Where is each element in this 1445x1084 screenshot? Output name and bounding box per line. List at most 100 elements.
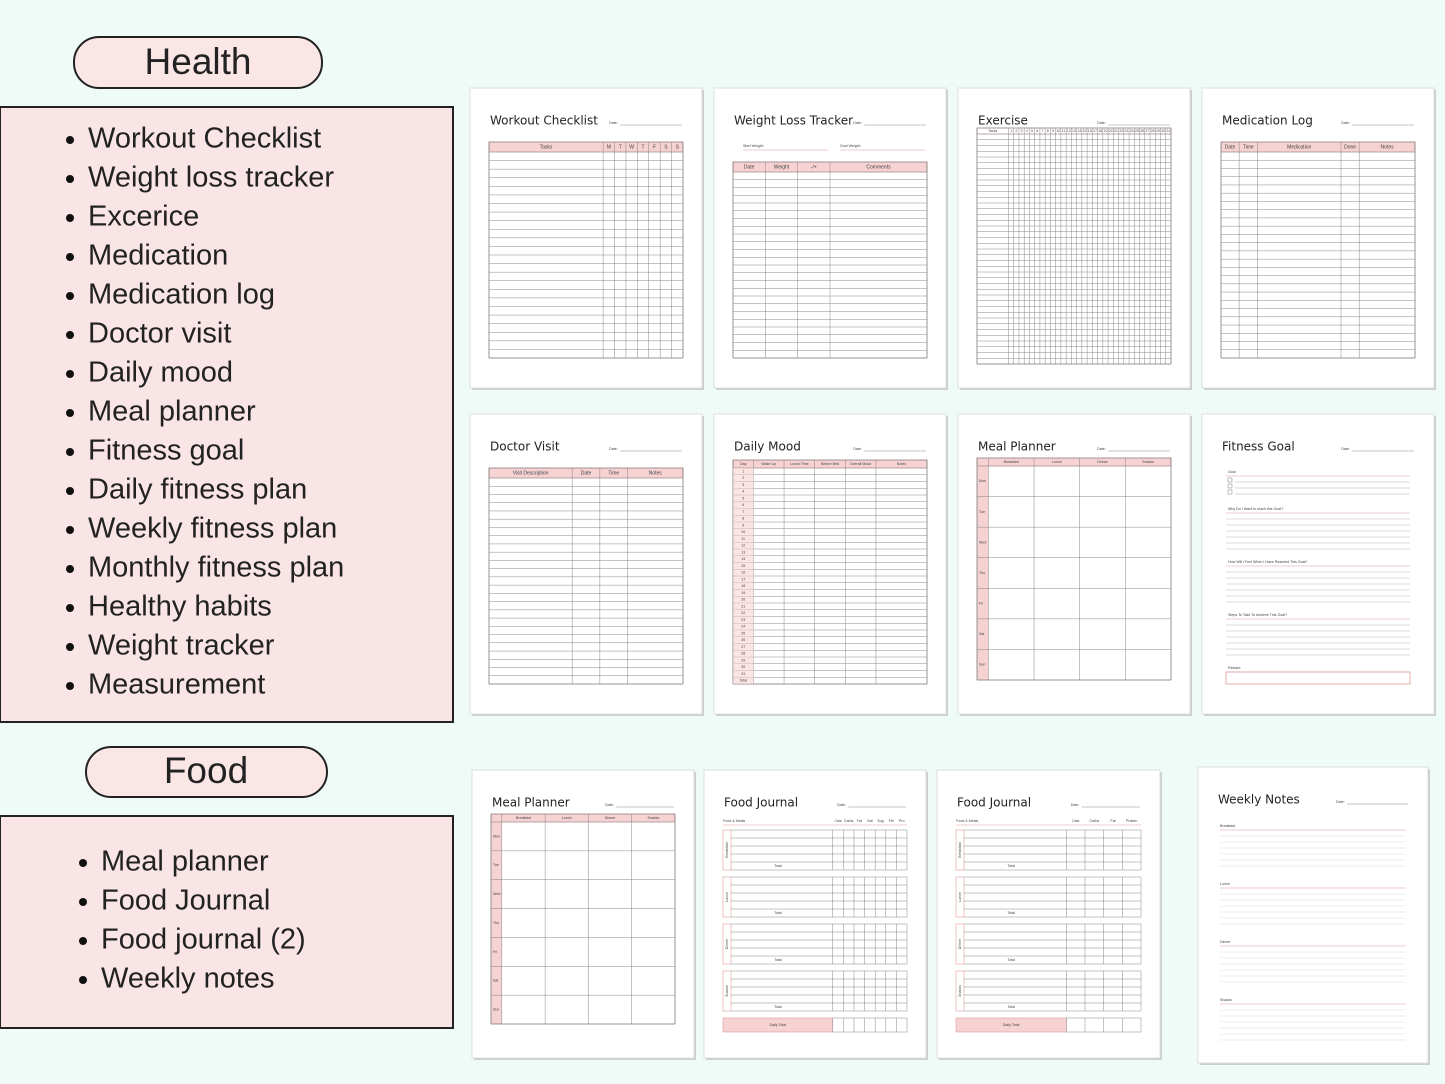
page bbox=[936, 769, 1161, 1059]
label: Dinner bbox=[1220, 940, 1231, 944]
label: Dinner bbox=[1097, 460, 1108, 464]
bullet bbox=[66, 448, 74, 456]
label: Date: bbox=[605, 803, 614, 807]
label: 7 bbox=[1042, 129, 1044, 133]
label: 13 bbox=[741, 550, 745, 554]
label: 30 bbox=[1161, 129, 1165, 133]
label: Pro bbox=[899, 819, 905, 823]
table-frame bbox=[488, 467, 684, 685]
label: 11 bbox=[741, 537, 745, 541]
label: Wed bbox=[979, 540, 986, 544]
label: Date: bbox=[1341, 447, 1350, 451]
label: Mon bbox=[493, 834, 500, 838]
label: Mon bbox=[979, 479, 986, 483]
label: Carbs bbox=[1090, 819, 1100, 823]
list-item: Doctor visit bbox=[88, 318, 231, 350]
label: 21 bbox=[1114, 129, 1118, 133]
meal-tab bbox=[955, 970, 965, 1012]
label: Lunch bbox=[1052, 460, 1062, 464]
label: Lunch Time bbox=[790, 462, 809, 466]
label: Date bbox=[744, 164, 755, 170]
label: Fat bbox=[857, 819, 862, 823]
list-item: Food Journal bbox=[101, 885, 270, 917]
list-item: Monthly fitness plan bbox=[88, 552, 344, 584]
label: 26 bbox=[1140, 129, 1144, 133]
label: Breakfast bbox=[958, 842, 962, 857]
label: Thu bbox=[979, 571, 985, 575]
list-item: Food journal (2) bbox=[101, 924, 306, 956]
label: 31 bbox=[1166, 129, 1170, 133]
label: 2 bbox=[742, 476, 744, 480]
label: 17 bbox=[1093, 129, 1097, 133]
label: 6 bbox=[742, 503, 744, 507]
label: Date bbox=[1225, 144, 1236, 150]
label: 16 bbox=[1088, 129, 1092, 133]
label: Day bbox=[740, 462, 747, 466]
list-item: Measurement bbox=[88, 669, 265, 701]
label: Breakfast bbox=[1004, 460, 1019, 464]
label: 31 bbox=[741, 672, 745, 676]
label: 27 bbox=[1145, 129, 1149, 133]
list-item: Daily fitness plan bbox=[88, 474, 307, 506]
label: M bbox=[607, 144, 611, 150]
list-item: Weight tracker bbox=[88, 630, 275, 662]
label: 30 bbox=[741, 665, 745, 669]
label: Fat bbox=[1110, 819, 1115, 823]
label: Food Journal bbox=[957, 796, 1031, 810]
label: 13 bbox=[1072, 129, 1076, 133]
label: 28 bbox=[1151, 129, 1155, 133]
list-item: Weight loss tracker bbox=[88, 162, 334, 194]
label: Fri bbox=[979, 602, 983, 606]
label: Sug bbox=[877, 819, 883, 823]
label: 25 bbox=[741, 631, 745, 635]
label: Reward bbox=[1228, 666, 1240, 670]
label: 1 bbox=[1010, 129, 1012, 133]
label: Sun bbox=[493, 1008, 499, 1012]
table-frame bbox=[488, 141, 684, 359]
label: Done bbox=[1344, 144, 1356, 150]
label: 1 bbox=[742, 469, 744, 473]
total-cells bbox=[832, 1017, 908, 1033]
bullet bbox=[66, 526, 74, 534]
label: 8 bbox=[1047, 129, 1049, 133]
label: Date: bbox=[1341, 121, 1350, 125]
label: Sat bbox=[979, 632, 984, 636]
bullet bbox=[79, 898, 87, 906]
label: Workout Checklist bbox=[490, 114, 598, 128]
label: 4 bbox=[742, 490, 744, 494]
label: Visit Description bbox=[513, 470, 549, 476]
checkbox bbox=[1227, 477, 1233, 483]
label: Notes bbox=[649, 470, 663, 476]
label: 12 bbox=[741, 544, 745, 548]
list-item: Workout Checklist bbox=[88, 123, 321, 155]
label: -/+ bbox=[811, 164, 817, 170]
label: Date bbox=[581, 470, 592, 476]
food-box bbox=[0, 815, 454, 1029]
label: 18 bbox=[1098, 129, 1102, 133]
label: S bbox=[676, 144, 680, 150]
label: Steps To Take To Achieve This Goal? bbox=[1228, 613, 1287, 617]
label: Thu bbox=[493, 921, 499, 925]
label: 23 bbox=[741, 618, 745, 622]
table-frame bbox=[976, 457, 1172, 681]
label: Time bbox=[608, 470, 619, 476]
list-item: Weekly fitness plan bbox=[88, 513, 337, 545]
bullet bbox=[66, 175, 74, 183]
label: Breakfast bbox=[725, 842, 729, 857]
label: Tue bbox=[493, 863, 499, 867]
label: Before Bed bbox=[821, 462, 839, 466]
label: Breakfast bbox=[516, 816, 531, 820]
label: W bbox=[629, 144, 634, 150]
list-item: Meal planner bbox=[88, 396, 256, 428]
label: 25 bbox=[1135, 129, 1139, 133]
label: S bbox=[664, 144, 668, 150]
food-pill bbox=[85, 746, 328, 798]
label: Total bbox=[774, 1005, 782, 1009]
bullet bbox=[66, 565, 74, 573]
label: Date: bbox=[609, 121, 618, 125]
label: Date: bbox=[1071, 803, 1080, 807]
label: Wed bbox=[493, 892, 500, 896]
bullet bbox=[79, 976, 87, 984]
label: Lunch bbox=[562, 816, 572, 820]
